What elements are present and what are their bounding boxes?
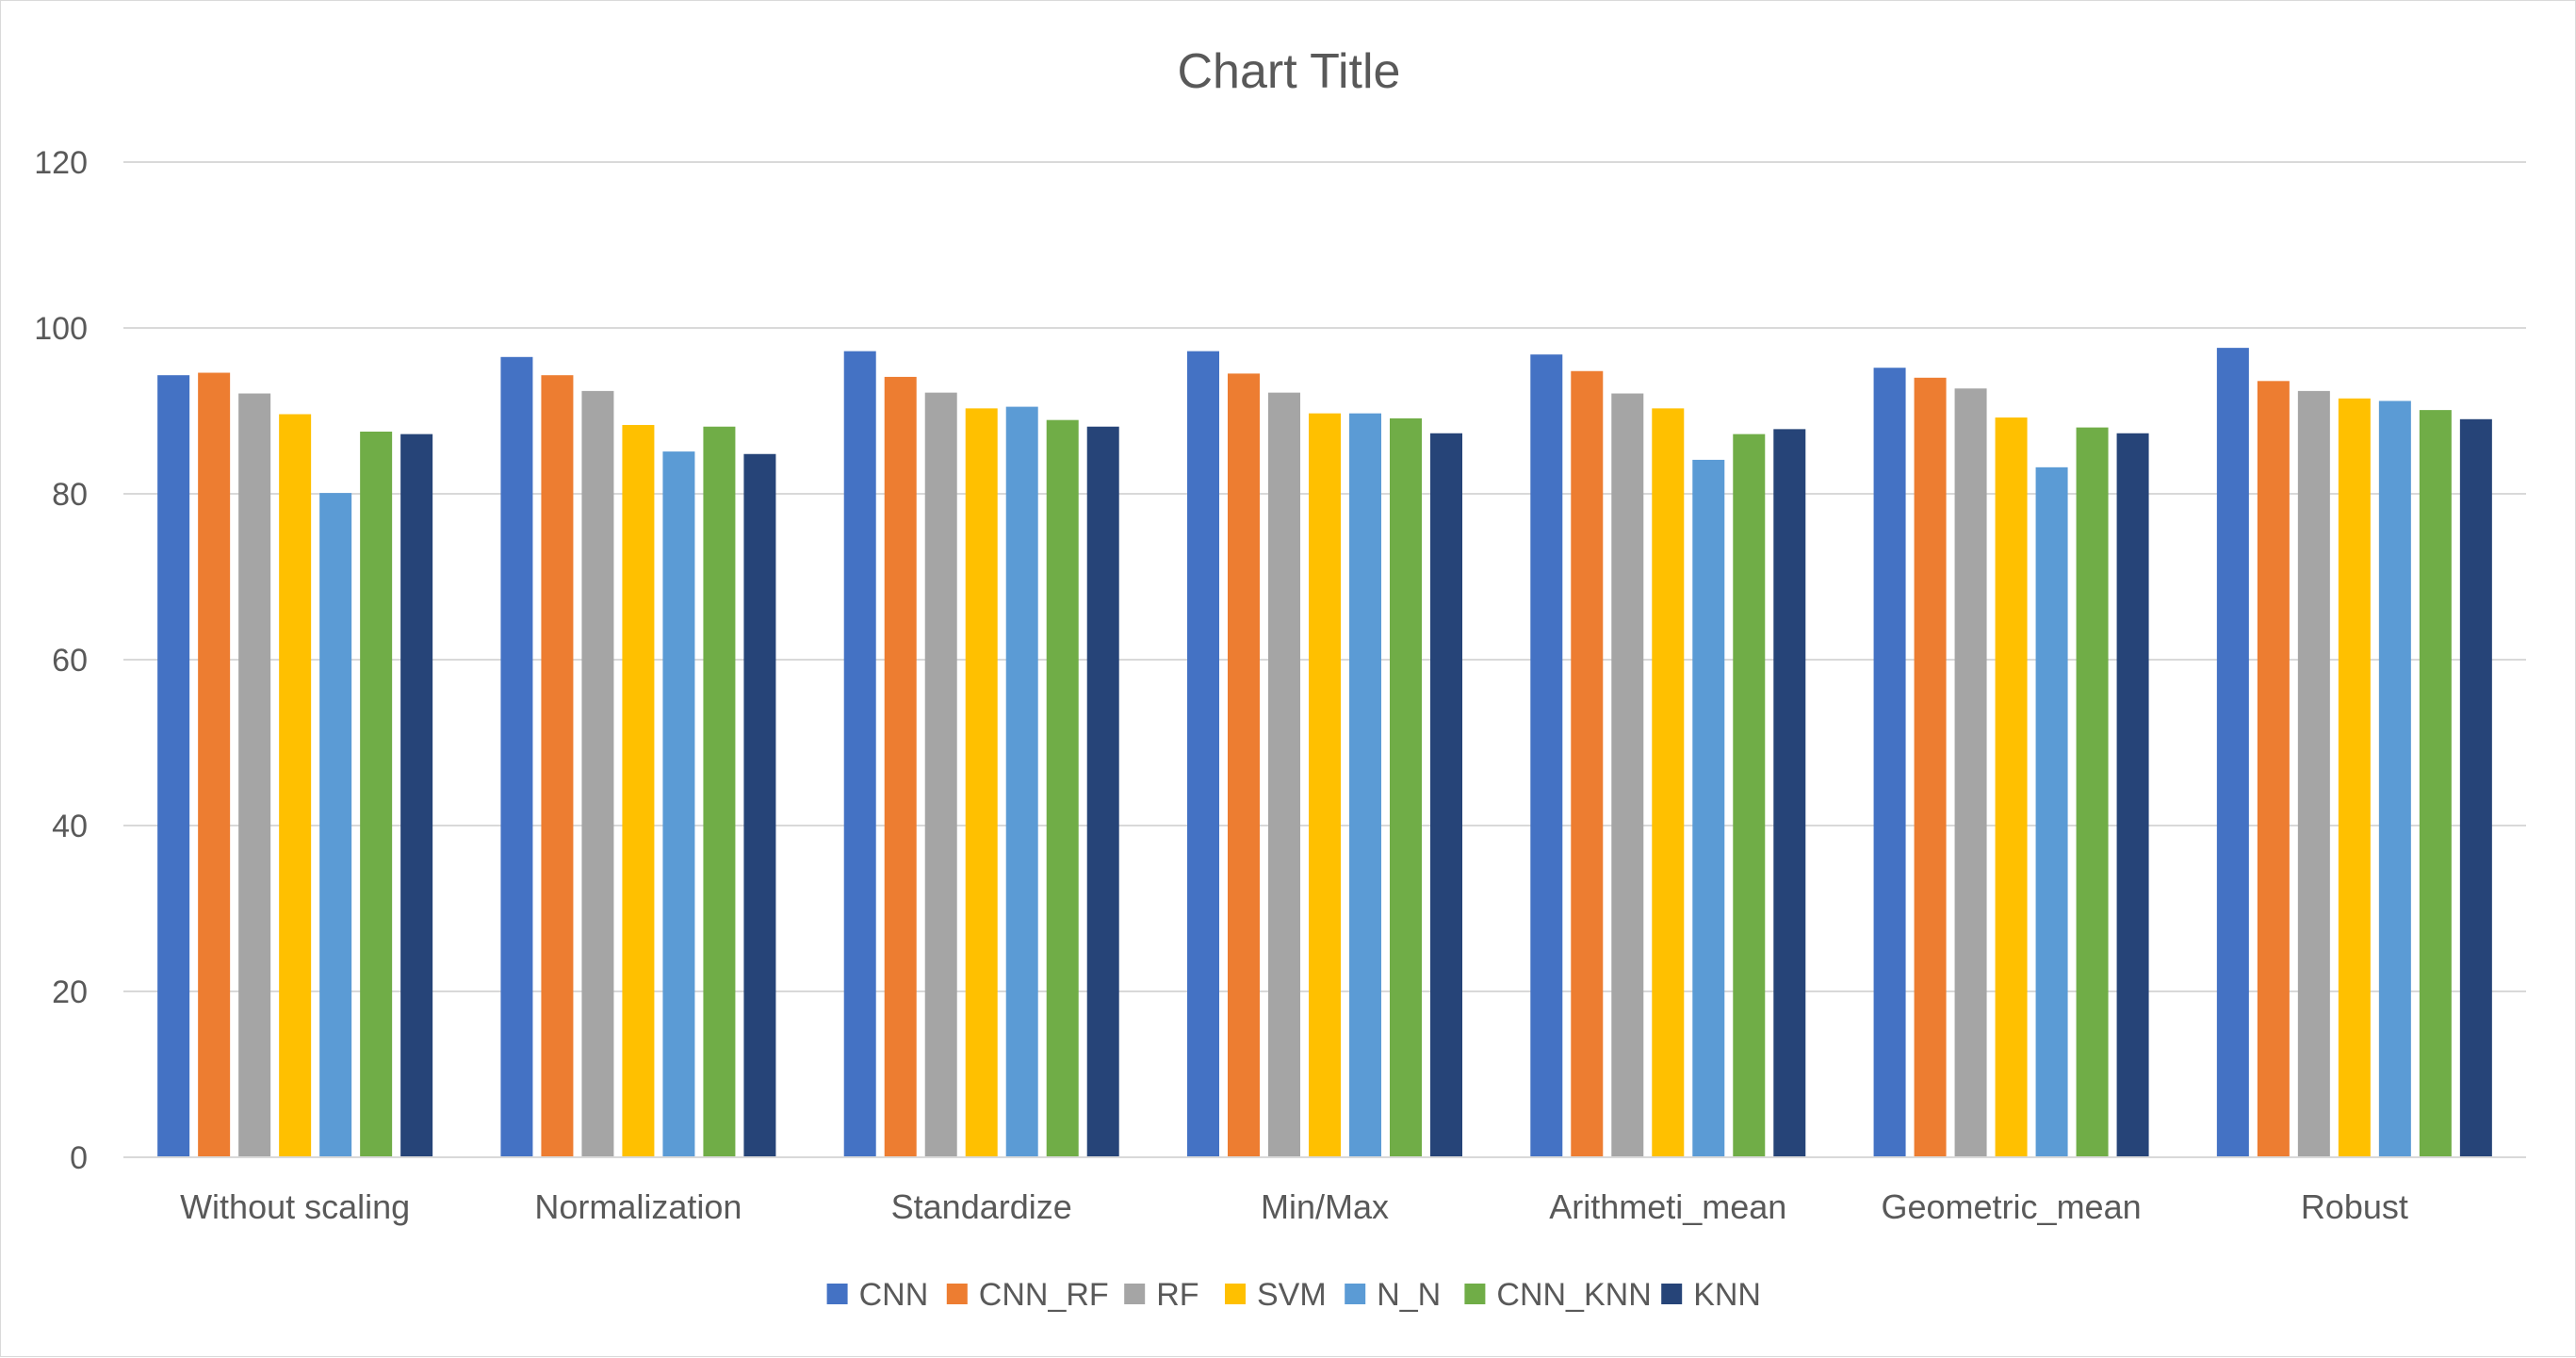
bar-knn-1 [743,453,776,1157]
x-tick-label: Geometric_mean [1882,1187,2142,1226]
y-axis-tick-labels: 0 20 40 60 80 100 120 [34,145,88,1176]
bar-svm-5 [1995,417,2028,1157]
x-axis: Without scaling Normalization Standardize M… [123,1156,2526,1226]
bar-cnn-knn-1 [703,426,736,1158]
legend-swatch [1464,1284,1486,1304]
legend-item-rf: RF [1124,1277,1199,1313]
bar-svm-0 [279,414,312,1157]
bar-n-n-5 [2035,466,2068,1158]
bar-cnn-knn-4 [1733,434,1766,1157]
bar-svm-2 [965,408,998,1157]
legend-label: CNN [859,1277,929,1313]
legend-label: CNN_RF [979,1277,1109,1313]
legend-item-knn: KNN [1661,1277,1761,1313]
y-tick-label: 80 [52,477,88,513]
x-tick-label: Min/Max [1261,1187,1389,1226]
x-tick-label: Without scaling [180,1187,410,1226]
bar-cnn-knn-2 [1046,419,1079,1157]
bar-cnn-rf-2 [884,376,917,1157]
bar-cnn-1 [500,356,533,1157]
bar-cnn-rf-1 [541,375,574,1157]
legend-swatch [1124,1284,1146,1304]
bar-n-n-1 [662,451,695,1157]
legend-swatch [1661,1284,1683,1304]
bar-cnn-rf-6 [2257,381,2290,1157]
legend-swatch [946,1284,968,1304]
bar-knn-5 [2116,433,2149,1157]
x-tick-label: Normalization [534,1187,742,1226]
x-tick-label: Arithmeti_mean [1549,1187,1786,1226]
x-tick-label: Standardize [891,1187,1072,1226]
bar-rf-6 [2297,390,2330,1157]
x-tick-label: Robust [2301,1187,2408,1226]
legend-swatch [1345,1284,1366,1304]
legend-label: RF [1156,1277,1198,1313]
bar-n-n-2 [1005,406,1038,1158]
bar-svm-1 [622,424,655,1158]
bar-cnn-rf-3 [1228,373,1260,1157]
bar-rf-0 [238,393,271,1157]
bar-n-n-6 [2378,401,2411,1157]
bar-cnn-knn-5 [2076,427,2109,1158]
chart-title: Chart Title [1178,44,1401,99]
legend-label: N_N [1377,1277,1441,1313]
bar-n-n-0 [319,493,352,1157]
legend-item-cnn-knn: CNN_KNN [1464,1277,1652,1313]
bar-n-n-4 [1692,459,1725,1157]
legend-item-cnn: CNN [826,1277,929,1313]
legend-item-n-n: N_N [1345,1277,1441,1313]
bar-cnn-6 [2216,348,2249,1157]
bar-svm-3 [1309,413,1341,1157]
bar-rf-4 [1611,393,1644,1157]
bar-knn-0 [400,434,433,1157]
bar-svm-4 [1652,408,1685,1157]
bar-cnn-5 [1873,368,1906,1157]
legend-item-svm: SVM [1225,1277,1327,1313]
bar-cnn-rf-0 [198,372,231,1157]
y-tick-label: 120 [34,145,88,181]
bar-rf-2 [924,392,957,1157]
bar-cnn-knn-6 [2419,410,2452,1157]
bar-knn-3 [1430,433,1462,1157]
bar-rf-5 [1954,388,1987,1157]
legend-swatch [826,1284,848,1304]
legend-label: SVM [1257,1277,1327,1313]
legend-swatch [1225,1284,1246,1304]
y-tick-label: 0 [70,1140,88,1176]
bars [157,348,2492,1158]
bar-rf-1 [581,390,614,1157]
bar-knn-4 [1773,429,1806,1157]
bar-cnn-4 [1530,354,1563,1157]
y-tick-label: 100 [34,311,88,347]
y-tick-label: 20 [52,974,88,1010]
legend-label: CNN_KNN [1496,1277,1651,1313]
legend: CNN CNN_RF RF SVM N_N CNN_KNN KNN [826,1277,1761,1313]
bar-n-n-3 [1349,413,1381,1157]
bar-cnn-0 [157,375,190,1157]
legend-item-cnn-rf: CNN_RF [946,1277,1109,1313]
bar-cnn-knn-3 [1390,417,1422,1157]
y-tick-label: 60 [52,643,88,679]
y-tick-label: 40 [52,809,88,844]
bar-rf-3 [1268,392,1300,1157]
bar-cnn-rf-5 [1914,377,1947,1157]
bar-cnn-knn-0 [360,432,393,1157]
legend-label: KNN [1693,1277,1761,1313]
bar-cnn-2 [843,351,876,1157]
bar-cnn-3 [1187,351,1219,1157]
bar-cnn-rf-4 [1571,370,1604,1157]
bar-knn-2 [1086,426,1119,1158]
bar-svm-6 [2338,398,2371,1157]
bar-knn-6 [2459,418,2492,1157]
